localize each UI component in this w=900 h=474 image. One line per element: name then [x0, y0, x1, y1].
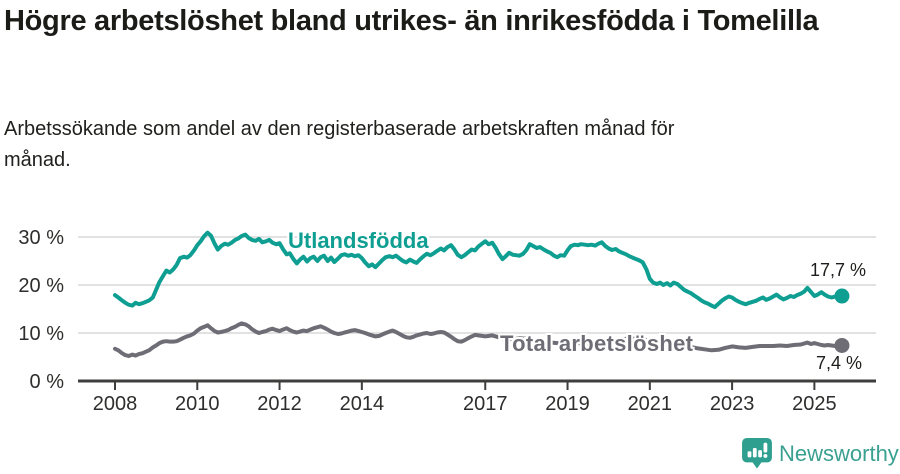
newsworthy-logo-icon	[742, 438, 772, 469]
x-tick-label: 2012	[257, 393, 302, 415]
x-tick-label: 2014	[340, 393, 385, 415]
series-label-total-arbetsloshet: Total arbetslöshet	[500, 331, 694, 356]
series-end-dot	[834, 288, 850, 304]
series-line	[113, 321, 844, 358]
x-tick-label: 2017	[463, 393, 508, 415]
y-tick-label: 10 %	[18, 323, 64, 345]
newsworthy-brand-text: Newsworthy	[779, 440, 899, 466]
y-tick-label: 20 %	[18, 275, 64, 297]
x-tick-label: 2025	[792, 393, 837, 415]
y-tick-label: 30 %	[18, 227, 64, 249]
series-end-dot	[834, 337, 850, 353]
x-tick-label: 2010	[175, 393, 220, 415]
newsworthy-attribution-link[interactable]: Newsworthy	[742, 438, 899, 469]
x-tick-label: 2023	[710, 393, 755, 415]
end-value-label-utlandsfodda: 17,7 %	[809, 260, 866, 280]
x-tick-label: 2008	[93, 393, 138, 415]
page-subtitle: Arbetssökande som andel av den registerb…	[4, 118, 675, 171]
series-line	[113, 230, 844, 310]
page-title: Högre arbetslöshet bland utrikes- än inr…	[4, 5, 819, 37]
x-tick-label: 2021	[628, 393, 673, 415]
y-tick-label: 0 %	[30, 371, 65, 393]
series-label-utlandsfodda: Utlandsfödda	[288, 228, 429, 253]
end-value-label-total: 7,4 %	[815, 353, 862, 373]
x-tick-label: 2019	[545, 393, 590, 415]
